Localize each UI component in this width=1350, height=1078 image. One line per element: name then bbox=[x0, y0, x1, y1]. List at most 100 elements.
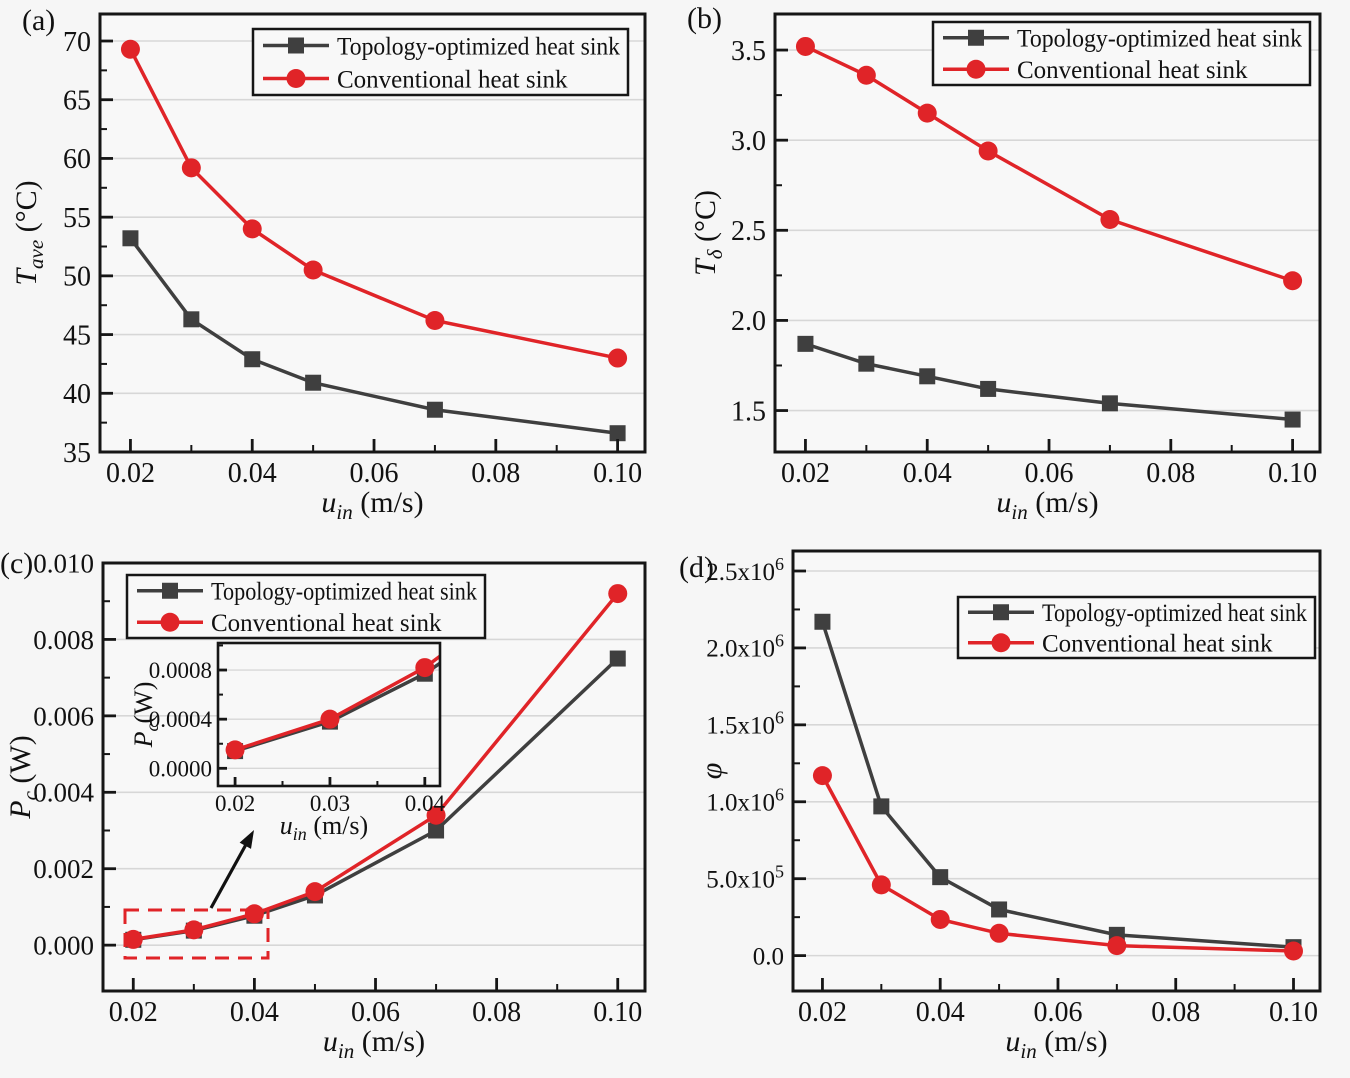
legend-label: Topology-optimized heat sink bbox=[1042, 600, 1307, 627]
circle-marker bbox=[244, 904, 264, 924]
axes: 0.02 0.04 0.06 0.08 0.10 35 40 45 50 55 60 65 70 bbox=[63, 12, 647, 489]
circle-marker bbox=[1107, 936, 1127, 956]
y-tick-label: 2.0x106 bbox=[706, 631, 784, 663]
series-topology bbox=[797, 335, 1301, 428]
circle-marker bbox=[978, 141, 998, 161]
legend-item: Conventional heat sink bbox=[263, 66, 568, 93]
circle-marker bbox=[286, 69, 306, 88]
axes: 0.02 0.03 0.04 0.0000 0.0004 0.0008 bbox=[149, 641, 445, 816]
y-tick-label: 1.5x106 bbox=[706, 708, 784, 740]
legend-box bbox=[125, 573, 487, 640]
inset-chart: 0.02 0.03 0.04 0.0000 0.0004 0.0008 uin (m/s) P… bbox=[129, 641, 445, 844]
y-tick-label: 5.0x105 bbox=[706, 861, 784, 893]
legend-item: Conventional heat sink bbox=[968, 631, 1273, 658]
x-tick-label: 0.08 bbox=[472, 997, 521, 1028]
series-conventional bbox=[123, 584, 628, 949]
y-tick-label: 0.0008 bbox=[149, 658, 212, 683]
square-marker bbox=[919, 368, 936, 385]
series-line bbox=[820, 621, 1294, 949]
square-marker bbox=[428, 822, 445, 839]
legend-item: Topology-optimized heat sink bbox=[137, 579, 477, 606]
x-tick-label: 0.02 bbox=[109, 997, 158, 1028]
y-tick-label: 0.008 bbox=[33, 625, 94, 655]
y-tick-label: 2.0 bbox=[731, 306, 766, 337]
series-conventional bbox=[225, 653, 440, 760]
legend: Topology-optimized heat sink Conventional… bbox=[931, 20, 1312, 87]
x-tick-label: 0.10 bbox=[1268, 458, 1317, 489]
series-conventional bbox=[795, 36, 1303, 291]
x-tick-label: 0.08 bbox=[1151, 997, 1200, 1028]
y-tick-label: 3.0 bbox=[731, 126, 766, 157]
x-axis-title: uin (m/s) bbox=[996, 486, 1098, 524]
panel-label-c: (c) bbox=[0, 547, 34, 580]
circle-marker bbox=[1100, 209, 1120, 229]
y-tick-label: 65 bbox=[63, 86, 91, 117]
inset-x-axis-title: uin (m/s) bbox=[280, 811, 368, 844]
series-conventional bbox=[120, 39, 628, 368]
x-tick-label: 0.02 bbox=[106, 458, 155, 489]
circle-marker bbox=[120, 39, 140, 59]
square-marker bbox=[183, 311, 200, 328]
panel-b: (b) 0.02 0.04 0.06 0.08 0.10 1.5 2.0 2.5 3.0 3.5 u… bbox=[675, 0, 1350, 539]
y-tick-label: 0.0000 bbox=[149, 756, 212, 781]
x-axis-title: uin (m/s) bbox=[323, 1025, 425, 1063]
circle-marker bbox=[415, 658, 435, 678]
x-tick-label: 0.10 bbox=[1269, 997, 1318, 1028]
circle-marker bbox=[608, 348, 628, 368]
chart-d-phi-vs-uin: 0.02 0.04 0.06 0.08 0.10 0.0 5.0x105 1.0x106 1.5… bbox=[695, 549, 1322, 1063]
x-tick-label: 0.10 bbox=[593, 458, 642, 489]
y-tick-label: 40 bbox=[63, 379, 91, 410]
legend-box bbox=[956, 595, 1317, 660]
square-marker bbox=[980, 380, 997, 397]
circle-marker bbox=[225, 740, 245, 760]
legend-label: Conventional heat sink bbox=[1017, 57, 1248, 84]
y-axis-title: Pc (W) bbox=[4, 735, 42, 819]
y-tick-label: 1.5 bbox=[731, 396, 766, 427]
y-tick-label: 35 bbox=[63, 438, 91, 469]
y-tick-label: 0.002 bbox=[33, 854, 94, 884]
zoom-region-dashed-rect bbox=[123, 908, 270, 960]
chart-a-tave-vs-uin: 0.02 0.04 0.06 0.08 0.10 35 40 45 50 55 60 65 70 uin … bbox=[10, 12, 647, 524]
series-line bbox=[234, 661, 440, 753]
series-topology bbox=[122, 230, 626, 442]
legend-label: Topology-optimized heat sink bbox=[211, 579, 477, 606]
circle-marker bbox=[242, 219, 262, 239]
y-tick-label: 3.5 bbox=[731, 36, 766, 67]
y-tick-label: 70 bbox=[63, 27, 91, 58]
y-tick-label: 0.0004 bbox=[149, 707, 213, 732]
legend: Topology-optimized heat sink Conventional… bbox=[125, 573, 487, 640]
legend-label: Conventional heat sink bbox=[337, 66, 568, 93]
y-tick-label: 1.0x106 bbox=[706, 785, 784, 817]
square-marker bbox=[162, 582, 178, 599]
x-tick-label: 0.04 bbox=[230, 997, 279, 1028]
plot-border bbox=[101, 561, 647, 993]
circle-marker bbox=[303, 260, 323, 280]
legend-item: Conventional heat sink bbox=[137, 610, 442, 637]
x-tick-label: 0.02 bbox=[215, 791, 255, 816]
y-tick-label: 0.004 bbox=[33, 778, 94, 808]
circle-marker bbox=[426, 805, 446, 825]
legend-item: Topology-optimized heat sink bbox=[263, 33, 620, 60]
circle-marker bbox=[160, 612, 180, 632]
circle-marker bbox=[917, 103, 937, 123]
series-line bbox=[133, 592, 620, 942]
square-marker bbox=[858, 355, 875, 372]
x-tick-label: 0.08 bbox=[471, 458, 520, 489]
circle-marker bbox=[856, 65, 876, 85]
square-marker bbox=[609, 650, 626, 667]
legend-item: Topology-optimized heat sink bbox=[943, 26, 1302, 53]
square-marker bbox=[1284, 411, 1301, 428]
plot-border bbox=[773, 12, 1322, 454]
panel-d: (d) 0.02 0.04 0.06 0.08 0.10 0.0 5.0x105 1.0x10… bbox=[675, 539, 1350, 1078]
y-tick-label: 0.010 bbox=[33, 548, 94, 578]
x-tick-label: 0.03 bbox=[310, 791, 350, 816]
plot-border bbox=[791, 549, 1322, 993]
legend-label: Topology-optimized heat sink bbox=[1017, 26, 1302, 53]
inset-y-axis-title: Pc(W) bbox=[129, 682, 162, 749]
square-marker bbox=[993, 604, 1009, 621]
legend-box bbox=[931, 20, 1312, 87]
series-line bbox=[820, 774, 1294, 953]
square-marker bbox=[244, 351, 261, 368]
y-axis-title: Tδ (°C) bbox=[689, 190, 727, 276]
